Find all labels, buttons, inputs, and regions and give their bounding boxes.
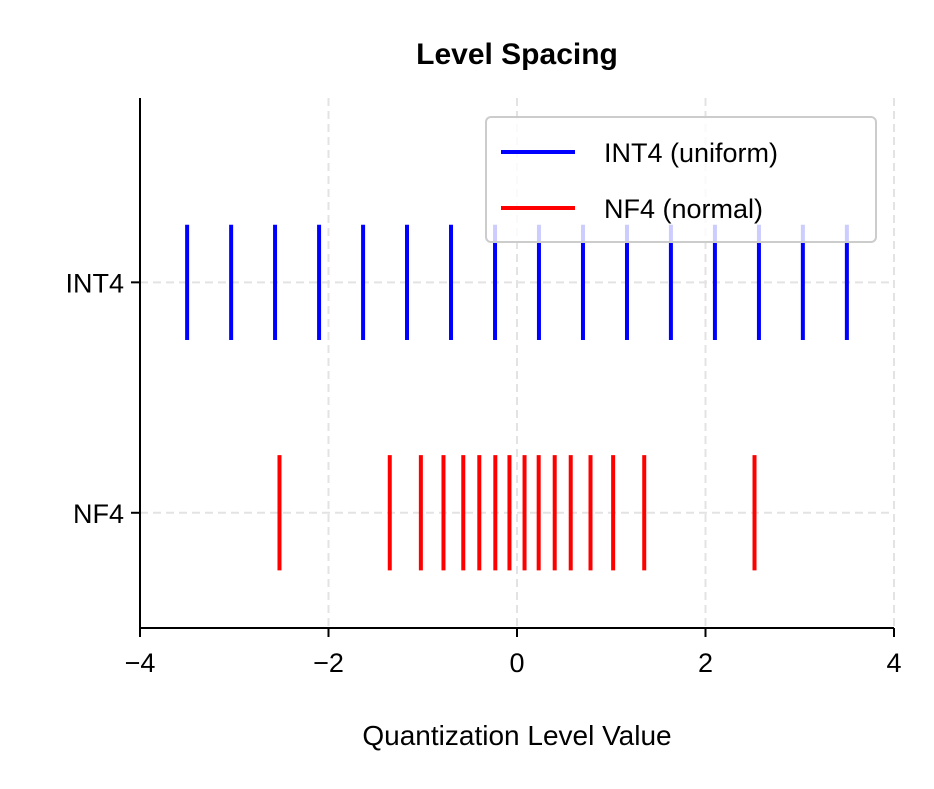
x-tick-label: 2 (698, 648, 713, 678)
legend: INT4 (uniform) NF4 (normal) (485, 116, 877, 243)
chart-title: Level Spacing (416, 38, 618, 71)
y-tick-label: INT4 (65, 268, 124, 298)
x-tick-label: 4 (886, 648, 901, 678)
x-tick-label: −2 (313, 648, 344, 678)
x-axis-ticks: −4 −2 0 2 4 (125, 628, 902, 678)
x-tick-label: 0 (509, 648, 524, 678)
x-axis-label: Quantization Level Value (362, 720, 671, 751)
y-tick-label: NF4 (73, 499, 124, 529)
legend-label-int4: INT4 (uniform) (604, 138, 778, 168)
y-axis-ticks: NF4 INT4 (65, 268, 140, 529)
event-lines (185, 224, 849, 571)
legend-label-nf4: NF4 (normal) (604, 194, 763, 224)
x-tick-label: −4 (125, 648, 156, 678)
